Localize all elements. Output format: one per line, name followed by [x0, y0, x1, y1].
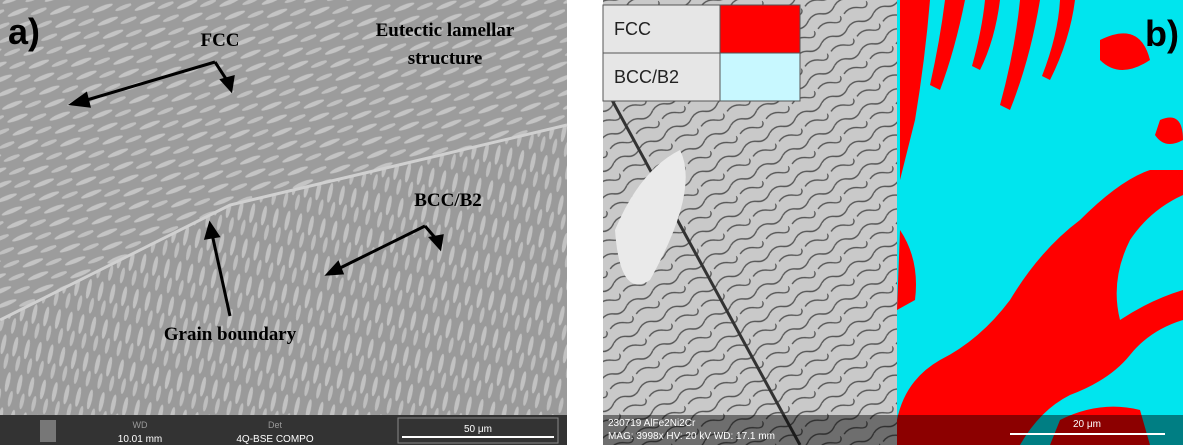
info-text: MAG: 3998x HV: 20 kV WD: 17.1 mm — [608, 431, 775, 442]
annotation: BCC/B2 — [414, 190, 482, 211]
logo — [40, 420, 56, 442]
scale-label: 20 μm — [1073, 419, 1101, 430]
info-text: 230719 AlFe2Ni2Cr — [608, 418, 696, 429]
info-title: WD — [133, 420, 148, 430]
info-title: Det — [268, 420, 283, 430]
panel-label: b) — [1145, 13, 1179, 54]
annotation: FCC — [200, 30, 239, 51]
panel-b: 230719 AlFe2Ni2Cr MAG: 3998x HV: 20 kV W… — [603, 0, 1183, 445]
legend-swatch — [720, 5, 800, 53]
panel-a: a) FCC Eutectic lamellar structure BCC/B… — [0, 0, 567, 445]
annotation: structure — [408, 48, 483, 69]
info-value: 4Q-BSE COMPO — [236, 434, 313, 445]
legend-swatch — [720, 53, 800, 101]
annotation: Grain boundary — [164, 324, 297, 345]
scale-label: 50 μm — [464, 424, 492, 435]
info-value: 10.01 mm — [118, 434, 162, 445]
legend-label: BCC/B2 — [614, 67, 679, 87]
annotation: Eutectic lamellar — [376, 20, 515, 41]
legend-label: FCC — [614, 19, 651, 39]
figure: a) FCC Eutectic lamellar structure BCC/B… — [0, 0, 1183, 445]
panel-label: a) — [8, 11, 40, 52]
legend: FCC BCC/B2 — [603, 5, 800, 101]
